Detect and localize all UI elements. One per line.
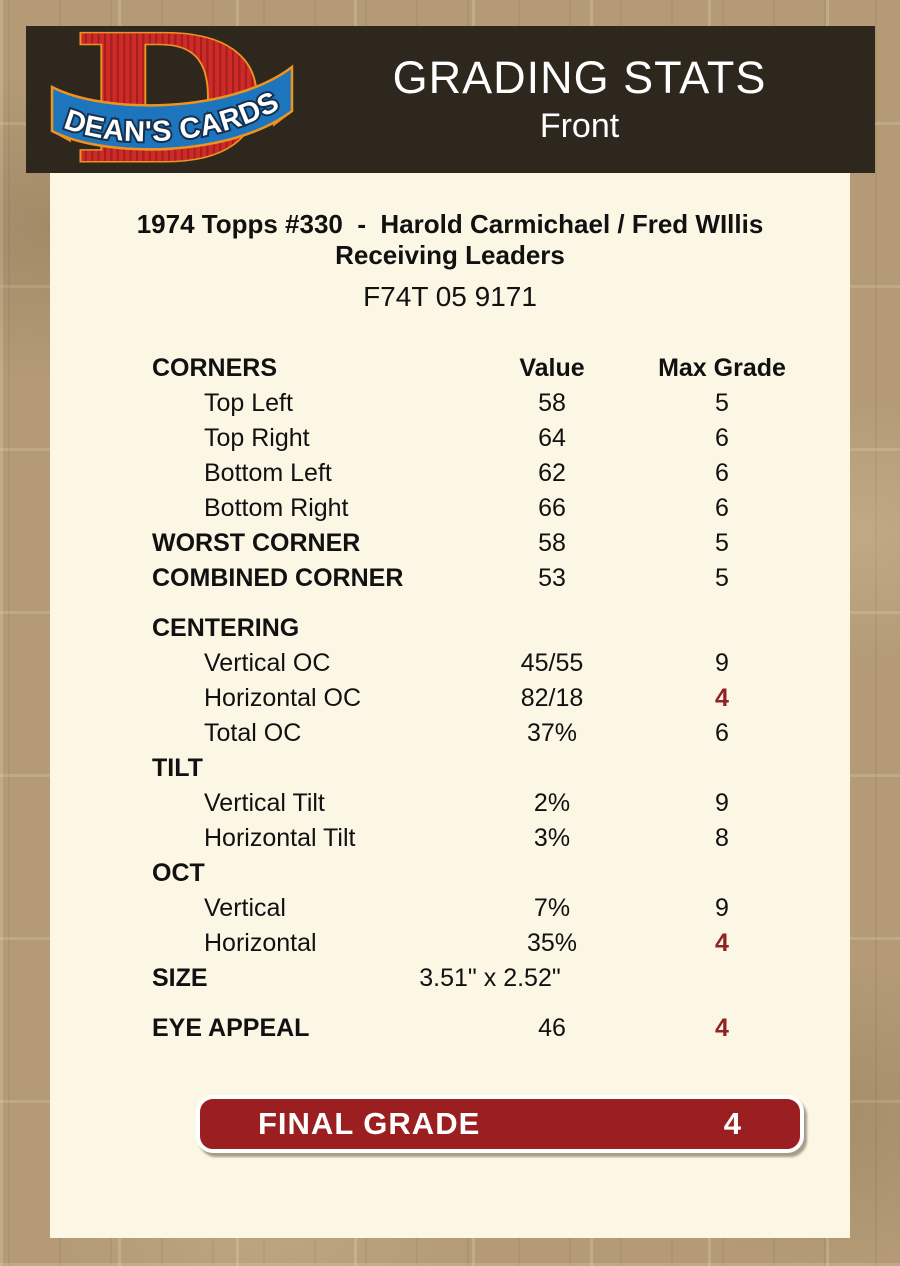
row-value: 3%: [533, 824, 571, 852]
table-row: CENTERING: [152, 611, 850, 646]
table-row: Vertical OC 45/55 9: [152, 646, 850, 681]
page-title: GRADING STATS: [392, 52, 767, 103]
row-label: Bottom Left: [204, 459, 332, 487]
row-value: 2%: [533, 789, 571, 817]
final-grade-label: FINAL GRADE: [258, 1106, 481, 1141]
table-row: Horizontal Tilt 3% 8: [152, 821, 850, 856]
row-max-grade: 6: [715, 494, 729, 522]
card-title: 1974 Topps #330 - Harold Carmichael / Fr…: [136, 209, 764, 270]
page-subtitle: Front: [539, 107, 620, 145]
row-value: 58: [538, 529, 566, 557]
table-row: Total OC 37% 6: [152, 716, 850, 751]
table-row: Horizontal OC 82/18 4: [152, 681, 850, 716]
row-label: Vertical Tilt: [204, 789, 325, 817]
table-row: Top Left 58 5: [152, 386, 850, 421]
row-max-grade: 4: [715, 1014, 729, 1042]
row-value: 3.51" x 2.52": [419, 964, 561, 992]
row-max-grade: 4: [715, 684, 729, 712]
table-row: Vertical 7% 9: [152, 891, 850, 926]
table-row: COMBINED CORNER 53 5: [152, 561, 850, 596]
table-row: TILT: [152, 751, 850, 786]
row-value: 35%: [526, 929, 578, 957]
row-value: 53: [538, 564, 566, 592]
table-row: Horizontal 35% 4: [152, 926, 850, 961]
row-max-grade: 5: [715, 389, 729, 417]
table-section-gap: [152, 596, 850, 611]
row-value: 46: [538, 1014, 566, 1042]
row-max-grade: 9: [715, 894, 729, 922]
row-label: COMBINED CORNER: [152, 564, 404, 592]
row-label: Horizontal Tilt: [204, 824, 356, 852]
row-max-grade: 5: [715, 564, 729, 592]
row-max-grade: 5: [715, 529, 729, 557]
table-row: EYE APPEAL 46 4: [152, 1011, 850, 1046]
table-row: Bottom Right 66 6: [152, 491, 850, 526]
row-value: 58: [538, 389, 566, 417]
row-label: Total OC: [204, 719, 302, 747]
row-label: SIZE: [152, 964, 208, 992]
row-value: 7%: [533, 894, 571, 922]
column-header-value: Value: [519, 354, 585, 382]
header-bar: D DEAN'S CARDS GRADING STATS Front: [26, 26, 875, 173]
row-label: Horizontal: [204, 929, 317, 957]
row-label: Vertical: [204, 894, 286, 922]
row-value: 82/18: [520, 684, 584, 712]
row-label: OCT: [152, 859, 205, 887]
table-row: WORST CORNER 58 5: [152, 526, 850, 561]
row-label: Bottom Right: [204, 494, 349, 522]
row-max-grade: 6: [715, 459, 729, 487]
row-value: 37%: [526, 719, 578, 747]
deans-cards-logo-icon: D DEAN'S CARDS: [50, 31, 294, 169]
row-label: Top Left: [204, 389, 293, 417]
row-label: CENTERING: [152, 614, 300, 642]
row-value: 62: [538, 459, 566, 487]
row-value: 64: [538, 424, 566, 452]
column-header-corners: CORNERS: [152, 354, 278, 382]
content-panel: 1974 Topps #330 - Harold Carmichael / Fr…: [50, 173, 850, 1238]
row-max-grade: 8: [715, 824, 729, 852]
final-grade-value: 4: [723, 1106, 742, 1141]
table-section-gap: [152, 996, 850, 1011]
row-max-grade: 6: [715, 719, 729, 747]
table-header-row: CORNERS Value Max Grade: [152, 351, 850, 386]
row-max-grade: 9: [715, 789, 729, 817]
row-label: EYE APPEAL: [152, 1014, 310, 1042]
card-serial-number: F74T 05 9171: [363, 281, 537, 312]
row-label: Vertical OC: [204, 649, 331, 677]
row-label: Horizontal OC: [204, 684, 361, 712]
column-header-max-grade: Max Grade: [658, 354, 786, 382]
row-max-grade: 6: [715, 424, 729, 452]
grading-table: CORNERS Value Max Grade Top Left 58 5 To…: [152, 351, 850, 1046]
row-value: 66: [538, 494, 566, 522]
table-row: Top Right 64 6: [152, 421, 850, 456]
row-max-grade: 4: [715, 929, 729, 957]
row-max-grade: 9: [715, 649, 729, 677]
row-label: TILT: [152, 754, 203, 782]
header-titles: GRADING STATS Front: [298, 52, 875, 146]
row-label: WORST CORNER: [152, 529, 361, 557]
table-row: OCT: [152, 856, 850, 891]
row-value: 45/55: [520, 649, 584, 677]
logo-ribbon: [50, 63, 294, 151]
table-row: Bottom Left 62 6: [152, 456, 850, 491]
table-row: Vertical Tilt 2% 9: [152, 786, 850, 821]
row-label: Top Right: [204, 424, 310, 452]
table-row: SIZE 3.51" x 2.52": [152, 961, 850, 996]
final-grade-button[interactable]: FINAL GRADE 4: [196, 1095, 804, 1153]
